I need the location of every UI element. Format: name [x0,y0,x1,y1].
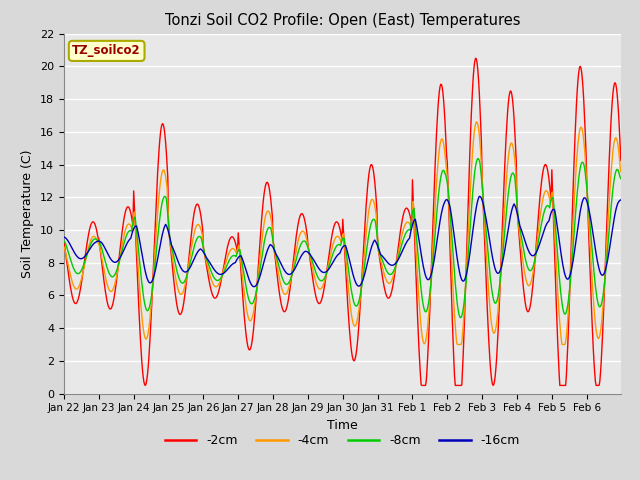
Title: Tonzi Soil CO2 Profile: Open (East) Temperatures: Tonzi Soil CO2 Profile: Open (East) Temp… [164,13,520,28]
Text: TZ_soilco2: TZ_soilco2 [72,44,141,58]
Legend: -2cm, -4cm, -8cm, -16cm: -2cm, -4cm, -8cm, -16cm [160,429,525,452]
Y-axis label: Soil Temperature (C): Soil Temperature (C) [22,149,35,278]
X-axis label: Time: Time [327,419,358,432]
